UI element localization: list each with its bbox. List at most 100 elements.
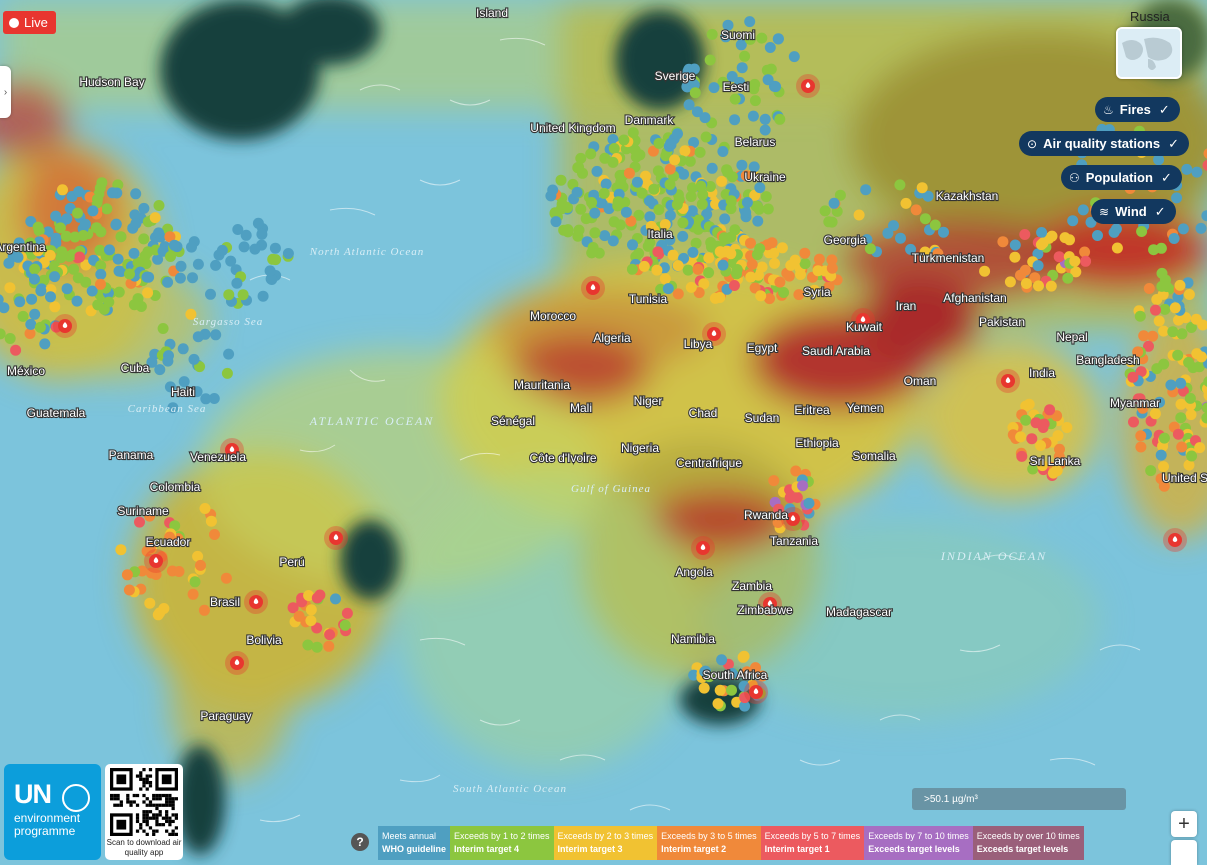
station-dot[interactable] [129,209,141,221]
station-dot[interactable] [1194,442,1206,454]
station-dot[interactable] [223,289,235,301]
station-dot[interactable] [638,260,650,272]
station-dot[interactable] [834,189,846,201]
station-dot[interactable] [754,182,766,194]
station-dot[interactable] [813,253,825,265]
fire-marker-icon[interactable] [702,322,726,346]
station-dot[interactable] [861,234,873,246]
station-dot[interactable] [266,274,278,285]
station-dot[interactable] [146,356,158,368]
station-dot[interactable] [232,224,244,235]
station-dot[interactable] [1026,433,1038,445]
station-dot[interactable] [1161,281,1173,293]
station-dot[interactable] [1176,441,1188,453]
station-dot[interactable] [717,259,729,271]
station-dot[interactable] [1015,431,1027,443]
station-dot[interactable] [225,255,237,267]
station-dot[interactable] [916,182,928,194]
station-dot[interactable] [1023,398,1035,410]
station-dot[interactable] [110,218,122,230]
station-dot[interactable] [1052,430,1064,442]
station-dot[interactable] [738,650,750,662]
station-dot[interactable] [1158,461,1169,473]
station-dot[interactable] [209,529,220,540]
station-dot[interactable] [175,260,187,272]
station-dot[interactable] [132,256,144,268]
station-dot[interactable] [770,81,782,93]
station-dot[interactable] [154,364,166,376]
station-dot[interactable] [220,572,232,584]
station-dot[interactable] [571,186,583,198]
station-dot[interactable] [189,576,201,588]
station-dot[interactable] [104,244,115,256]
station-dot[interactable] [664,163,676,175]
station-dot[interactable] [575,152,587,164]
station-dot[interactable] [614,219,626,231]
station-dot[interactable] [615,176,627,188]
station-dot[interactable] [192,550,204,562]
station-dot[interactable] [1184,392,1196,404]
station-dot[interactable] [620,206,632,218]
station-dot[interactable] [910,204,922,216]
station-dot[interactable] [1191,166,1203,178]
station-dot[interactable] [612,196,624,208]
station-dot[interactable] [205,288,216,300]
station-dot[interactable] [152,253,164,265]
station-dot[interactable] [701,208,713,220]
station-dot[interactable] [130,188,142,200]
station-dot[interactable] [237,289,249,301]
station-dot[interactable] [762,74,774,86]
fire-marker-icon[interactable] [225,651,249,675]
station-dot[interactable] [4,333,16,344]
station-dot[interactable] [140,258,152,270]
station-dot[interactable] [772,33,784,45]
station-dot[interactable] [1185,322,1197,333]
station-dot[interactable] [864,243,876,255]
fires-layer[interactable] [53,74,1187,704]
station-dot[interactable] [627,127,639,139]
station-dot[interactable] [688,63,700,75]
station-dot[interactable] [287,602,299,614]
fire-marker-icon[interactable] [324,526,348,550]
station-dot[interactable] [128,299,140,311]
station-dot[interactable] [744,16,756,28]
fire-marker-icon[interactable] [53,314,77,338]
station-dot[interactable] [1132,393,1144,405]
station-dot[interactable] [719,213,731,225]
station-dot[interactable] [799,258,811,270]
station-dot[interactable] [1143,340,1154,352]
station-dot[interactable] [684,155,696,167]
station-dot[interactable] [1111,242,1123,254]
station-dot[interactable] [302,639,314,651]
station-dot[interactable] [39,338,51,350]
station-dot[interactable] [1183,459,1195,471]
station-dot[interactable] [826,262,838,274]
station-dot[interactable] [69,231,81,243]
station-dot[interactable] [785,259,797,271]
station-dot[interactable] [95,260,107,272]
station-dot[interactable] [1153,154,1165,166]
fires-layer-toggle[interactable]: ♨ Fires ✓ [1095,97,1180,122]
station-dot[interactable] [740,207,752,219]
station-dot[interactable] [208,393,220,404]
station-dot[interactable] [788,51,800,63]
station-dot[interactable] [686,205,698,217]
station-dot[interactable] [1032,248,1044,260]
station-dot[interactable] [1077,204,1089,216]
station-dot[interactable] [174,272,186,284]
wind-layer-toggle[interactable]: ≋ Wind ✓ [1091,199,1176,224]
station-dot[interactable] [739,700,751,712]
station-dot[interactable] [756,32,768,44]
station-dot[interactable] [1186,450,1198,462]
station-dot[interactable] [860,184,872,196]
station-dot[interactable] [803,497,815,509]
un-environment-programme-logo[interactable]: UN environment programme [4,764,101,860]
station-dot[interactable] [0,294,4,305]
station-dot[interactable] [714,292,726,303]
station-dot[interactable] [1181,163,1193,175]
station-dot[interactable] [303,590,315,601]
station-dot[interactable] [717,146,729,157]
station-dot[interactable] [555,174,567,186]
station-dot[interactable] [231,277,243,289]
station-dot[interactable] [659,273,671,285]
